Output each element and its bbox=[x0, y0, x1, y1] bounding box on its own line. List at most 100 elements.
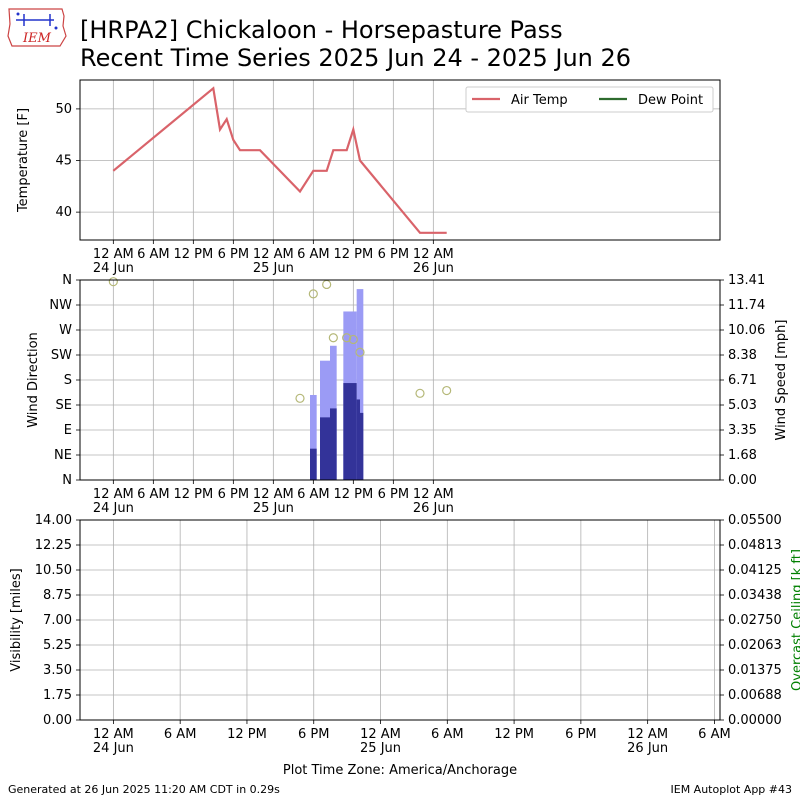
vis-xtick-label: 12 PM bbox=[494, 727, 534, 742]
wind-speed-bar bbox=[310, 448, 317, 480]
wind-xtick-label: 12 PM bbox=[173, 487, 213, 502]
temp-xtick-date: 26 Jun bbox=[413, 261, 454, 276]
wind-speed-tick-label: 5.03 bbox=[728, 398, 757, 413]
visibility-tick-label: 8.75 bbox=[43, 588, 72, 603]
chart-title-line1: [HRPA2] Chickaloon - Horsepasture Pass bbox=[80, 16, 563, 44]
wind-direction-marker bbox=[348, 334, 358, 345]
ceiling-tick-label: 0.04813 bbox=[728, 538, 782, 553]
temp-xtick-label: 6 PM bbox=[378, 247, 409, 262]
wind-direction-marker bbox=[442, 385, 452, 396]
vis-xtick-date: 25 Jun bbox=[360, 741, 401, 756]
visibility-tick-label: 3.50 bbox=[43, 663, 72, 678]
ceiling-tick-label: 0.03438 bbox=[728, 588, 782, 603]
temp-xtick-label: 12 PM bbox=[173, 247, 213, 262]
vis-xtick-label: 6 AM bbox=[698, 727, 731, 742]
wind-ytick-label: SE bbox=[56, 398, 72, 413]
vis-xtick-label: 6 AM bbox=[164, 727, 197, 742]
vis-xtick-label: 12 AM bbox=[93, 727, 134, 742]
ceiling-tick-label: 0.02063 bbox=[728, 638, 782, 653]
legend-dew-point-label: Dew Point bbox=[638, 93, 703, 108]
ceiling-tick-label: 0.01375 bbox=[728, 663, 782, 678]
wind-direction-marker bbox=[295, 393, 305, 403]
wind-speed-tick-label: 13.41 bbox=[728, 273, 765, 288]
temperature-panel bbox=[79, 79, 721, 241]
wind-xtick-date: 25 Jun bbox=[253, 501, 294, 516]
vis-xtick-label: 12 AM bbox=[627, 727, 668, 742]
temp-xtick-label: 12 AM bbox=[253, 247, 294, 262]
wind-speed-tick-label: 11.74 bbox=[728, 298, 765, 313]
wind-ytick-label: E bbox=[64, 423, 72, 438]
wind-direction-axis-label: Wind Direction bbox=[26, 332, 41, 428]
visibility-tick-label: 12.25 bbox=[35, 538, 72, 553]
wind-speed-bar bbox=[360, 412, 364, 480]
wind-speed-tick-label: 6.71 bbox=[728, 373, 757, 388]
wind-ytick-label: S bbox=[64, 373, 72, 388]
wind-direction-marker bbox=[328, 333, 338, 343]
temp-xtick-label: 12 PM bbox=[333, 247, 373, 262]
vis-xtick-label: 6 PM bbox=[298, 727, 329, 742]
visibility-tick-label: 14.00 bbox=[35, 513, 72, 528]
wind-xtick-label: 6 AM bbox=[297, 487, 330, 502]
wind-xtick-label: 6 PM bbox=[218, 487, 249, 502]
temp-xtick-date: 25 Jun bbox=[253, 261, 294, 276]
visibility-axis-label: Visibility [miles] bbox=[9, 568, 24, 671]
temp-ytick-label: 45 bbox=[55, 154, 72, 169]
wind-xtick-label: 12 AM bbox=[93, 487, 134, 502]
generated-timestamp: Generated at 26 Jun 2025 11:20 AM CDT in… bbox=[8, 783, 280, 796]
wind-ytick-label: NW bbox=[49, 298, 72, 313]
wind-direction-marker bbox=[415, 388, 425, 398]
ceiling-tick-label: 0.04125 bbox=[728, 563, 782, 578]
app-label: IEM Autoplot App #43 bbox=[670, 783, 793, 796]
temp-xtick-label: 6 AM bbox=[297, 247, 330, 262]
ceiling-tick-label: 0.02750 bbox=[728, 613, 782, 628]
wind-direction-marker bbox=[108, 277, 118, 287]
wind-xtick-label: 12 AM bbox=[413, 487, 454, 502]
legend-box bbox=[465, 86, 714, 113]
temp-xtick-label: 6 AM bbox=[137, 247, 170, 262]
wind-ytick-label: W bbox=[59, 323, 72, 338]
wind-ytick-label: N bbox=[62, 473, 72, 488]
temp-ytick-label: 40 bbox=[55, 205, 72, 220]
wind-speed-tick-label: 1.68 bbox=[728, 448, 757, 463]
vis-xtick-label: 6 AM bbox=[431, 727, 464, 742]
vis-xtick-label: 12 AM bbox=[360, 727, 401, 742]
wind-speed-bar bbox=[320, 417, 330, 480]
temp-xtick-date: 24 Jun bbox=[93, 261, 134, 276]
wind-speed-bar bbox=[356, 399, 360, 480]
wind-direction-marker bbox=[342, 333, 352, 343]
wind-xtick-label: 6 PM bbox=[378, 487, 409, 502]
ceiling-axis-label: Overcast Ceiling [k ft] bbox=[790, 549, 800, 691]
wind-gust-bar bbox=[310, 394, 317, 480]
svg-text:IEM: IEM bbox=[22, 31, 52, 46]
iem-logo: IEM bbox=[6, 6, 68, 54]
wind-gust-bar bbox=[356, 289, 364, 480]
wind-xtick-date: 26 Jun bbox=[413, 501, 454, 516]
wind-speed-axis-label: Wind Speed [mph] bbox=[774, 320, 789, 441]
wind-panel bbox=[79, 279, 721, 481]
wind-direction-marker bbox=[322, 279, 332, 290]
temp-ytick-label: 50 bbox=[55, 102, 72, 117]
chart-title-line2: Recent Time Series 2025 Jun 24 - 2025 Ju… bbox=[80, 44, 632, 72]
visibility-panel bbox=[79, 519, 721, 721]
visibility-tick-label: 1.75 bbox=[43, 688, 72, 703]
wind-speed-bar bbox=[330, 408, 337, 480]
visibility-tick-label: 0.00 bbox=[43, 713, 72, 728]
wind-xtick-label: 6 AM bbox=[137, 487, 170, 502]
wind-ytick-label: SW bbox=[51, 348, 72, 363]
wind-speed-bar bbox=[343, 383, 357, 480]
wind-xtick-date: 24 Jun bbox=[93, 501, 134, 516]
visibility-tick-label: 10.50 bbox=[35, 563, 72, 578]
temp-y-axis-label: Temperature [F] bbox=[16, 108, 31, 213]
wind-speed-tick-label: 10.06 bbox=[728, 323, 765, 338]
legend-air-temp-label: Air Temp bbox=[511, 93, 568, 108]
vis-xtick-label: 12 PM bbox=[227, 727, 267, 742]
wind-xtick-label: 12 AM bbox=[253, 487, 294, 502]
ceiling-tick-label: 0.00688 bbox=[728, 688, 782, 703]
visibility-tick-label: 5.25 bbox=[43, 638, 72, 653]
ceiling-tick-label: 0.00000 bbox=[728, 713, 782, 728]
wind-speed-tick-label: 0.00 bbox=[728, 473, 757, 488]
temp-xtick-label: 6 PM bbox=[218, 247, 249, 262]
wind-ytick-label: NE bbox=[54, 448, 72, 463]
x-axis-label: Plot Time Zone: America/Anchorage bbox=[282, 763, 518, 778]
